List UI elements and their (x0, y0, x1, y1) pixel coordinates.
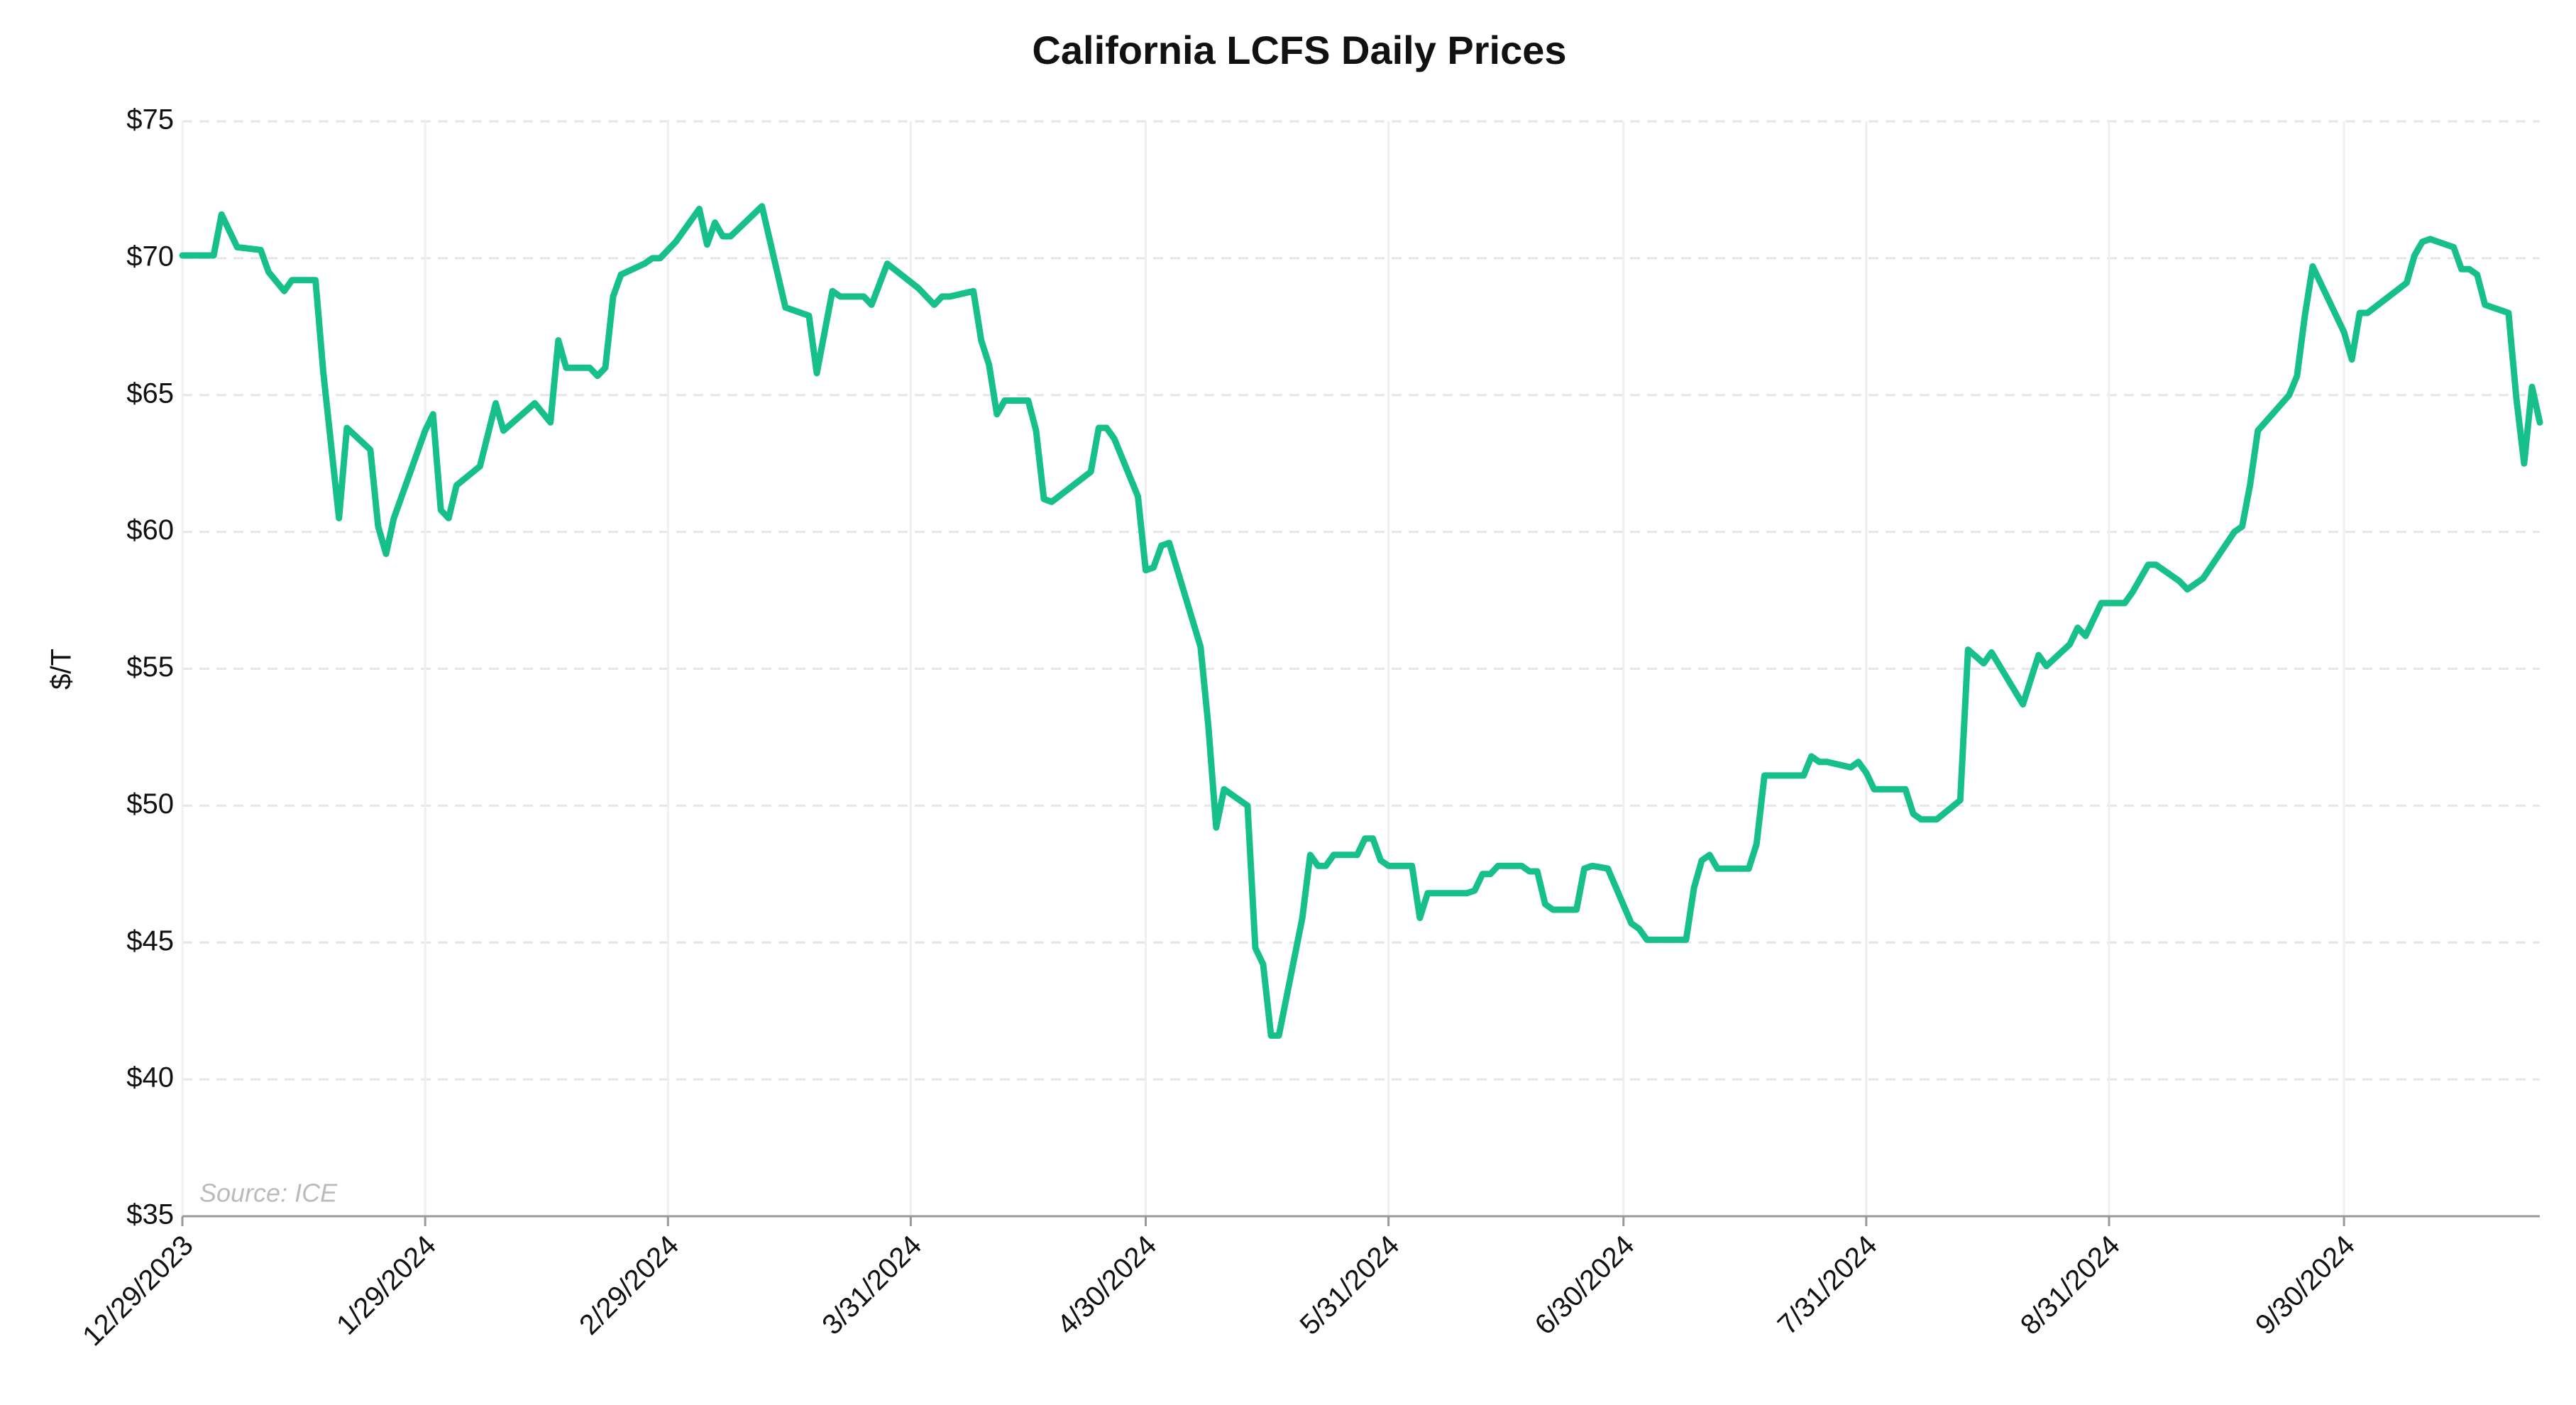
y-tick-label: $45 (126, 925, 174, 957)
y-tick-label: $50 (126, 788, 174, 820)
x-tick-label: 1/29/2024 (331, 1230, 442, 1341)
x-tick-label: 9/30/2024 (2250, 1230, 2361, 1341)
x-tick-label: 5/31/2024 (1294, 1230, 1406, 1341)
y-axis-label: $/T (46, 649, 77, 690)
y-tick-label: $60 (126, 514, 174, 546)
x-tick-label: 12/29/2023 (77, 1230, 199, 1352)
y-tick-label: $35 (126, 1199, 174, 1230)
price-line (179, 203, 2543, 1039)
x-tick-label: 7/31/2024 (1772, 1230, 1883, 1341)
source-note: Source: ICE (199, 1179, 338, 1208)
y-tick-label: $65 (126, 378, 174, 409)
y-tick-label: $55 (126, 651, 174, 683)
x-tick-label: 4/30/2024 (1051, 1230, 1162, 1341)
x-tick-label: 6/30/2024 (1529, 1230, 1641, 1341)
x-tick-label: 3/31/2024 (816, 1230, 928, 1341)
y-tick-label: $40 (126, 1062, 174, 1093)
y-tick-label: $75 (126, 104, 174, 136)
x-tick-label: 8/31/2024 (2015, 1230, 2126, 1341)
chart-title: California LCFS Daily Prices (1032, 28, 1566, 72)
x-tick-label: 2/29/2024 (573, 1230, 685, 1341)
y-tick-label: $70 (126, 241, 174, 272)
